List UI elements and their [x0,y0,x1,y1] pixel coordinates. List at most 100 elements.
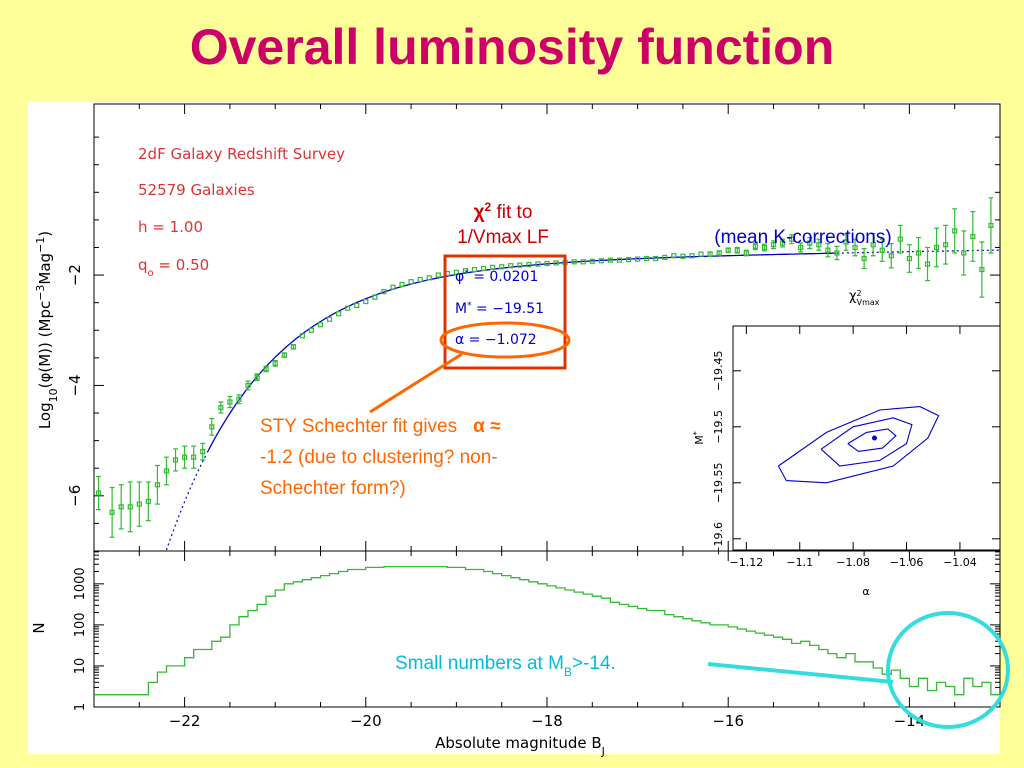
inset-background [733,326,1000,550]
lf-data-point [290,344,296,350]
lf-data-point [580,259,586,265]
lf-data-point [662,254,668,261]
lf-data-point [381,289,387,295]
lf-data-point [191,445,197,469]
lf-data-point [526,261,532,268]
param-m-star: M* = −19.51 [455,301,544,317]
lf-data-point [807,236,813,250]
lf-data-point [218,401,224,414]
lf-data-point [943,224,949,265]
x-tick-label: −20 [350,712,382,730]
lf-data-point [200,442,206,461]
lf-data-point [979,241,985,298]
x-tick-label: −16 [712,712,744,730]
chi2-fit-label: χ2 fit to [474,200,533,223]
hubble-param: h = 1.00 [138,218,203,236]
lf-data-point [888,243,894,269]
hist-y-tick-labels: 1 10 100 1000 [73,567,88,711]
inset-x-tick-labels: −1.12 −1.1 −1.08 −1.06 −1.04 [729,556,976,569]
x-tick-label: −22 [169,712,201,730]
small-numbers-circle [886,611,1010,729]
inset-x-tick-label: −1.12 [729,556,763,569]
lf-data-point [843,233,849,251]
param-phi-star: φ* = 0.0201 [455,269,538,285]
x-tick-label: −18 [531,712,563,730]
hist-y-tick-label: 1 [73,703,88,711]
lf-data-point [689,253,695,259]
fit-params-box [443,254,567,370]
histogram-steps [94,565,1000,696]
lf-data-point [182,445,188,469]
inset-y-tick-label: −19.5 [712,410,725,444]
lf-data-point [698,251,704,257]
galaxy-count: 52579 Galaxies [138,181,255,199]
lf-data-point [870,233,876,257]
lf-data-point [163,456,170,486]
lf-data-point [118,484,124,530]
lf-data-point [390,284,396,290]
lf-y-tick-label: −2 [66,264,84,286]
lf-y-tick-label: −6 [66,485,84,507]
lf-data-point [897,224,903,254]
lf-data-point [625,257,632,263]
hist-y-tick-label: 10 [73,658,88,675]
sty-annotation: STY Schechter fit gives α ≈ -1.2 (due to … [260,416,501,499]
lf-data-point [154,464,161,505]
lf-y-axis-label: Log10(φ(M)) (Mpc−3Mag−1) [34,231,60,429]
count-histogram [94,565,1000,696]
lf-y-tick-labels: −2 −4 −6 [66,264,84,507]
lf-data-point [254,373,260,382]
lf-data-point [933,227,940,268]
lf-data-point [571,259,577,265]
inset-x-label: α [862,585,869,598]
lf-data-point [127,481,133,533]
lf-data-point [743,249,749,257]
inset-y-tick-label: −19.55 [712,462,725,503]
lf-data-point [372,294,378,300]
lf-data-point [354,302,360,309]
lf-data-point [272,360,278,367]
lf-data-point [145,481,151,522]
inset-x-tick-label: −1.1 [786,556,813,569]
lf-data-point [598,258,604,264]
lf-data-point [634,256,641,262]
lf-data-point [906,244,913,273]
lf-data-point [172,448,179,472]
lf-data-point [861,247,867,270]
lf-data-point [299,333,305,339]
fit-curve-extrapolated-bright [165,454,207,551]
inset-y-tick-labels: −19.45 −19.5 −19.55 −19.6 [712,350,725,555]
page-title: Overall luminosity function [189,19,835,75]
lf-data-point [363,298,369,305]
lf-data-point [462,268,469,274]
lf-data-point [734,246,740,254]
lf-data-point [263,365,269,373]
lf-data-point [789,234,795,245]
inset-x-tick-label: −1.06 [890,556,924,569]
lf-data-point [725,247,731,254]
lf-data-point [336,311,342,317]
small-numbers-pointer [707,662,894,684]
lf-data-point [970,211,976,262]
inset-contour [777,406,940,484]
inset-title: χ2 Vmax [849,289,880,307]
x-tick-labels: −22 −20 −18 −16 −14 [169,712,925,730]
lf-data-point [852,238,858,257]
lf-data-point [952,208,958,254]
inset-x-tick-label: −1.08 [836,556,870,569]
lf-data-point [480,265,487,272]
lf-data-point [653,255,659,262]
inset-best-fit-point [872,435,878,441]
inset-frame [732,325,1001,551]
sty-line-3: Schechter form?) [260,478,406,499]
lf-data-point [236,394,242,405]
lf-data-point [517,262,523,268]
lf-data-point [589,258,595,264]
lf-data-point [770,240,777,250]
lf-data-point [761,243,768,252]
lf-data-point [281,352,287,358]
inset-contour [847,428,897,452]
lf-data-point [924,246,931,282]
lf-data-point [544,260,550,267]
